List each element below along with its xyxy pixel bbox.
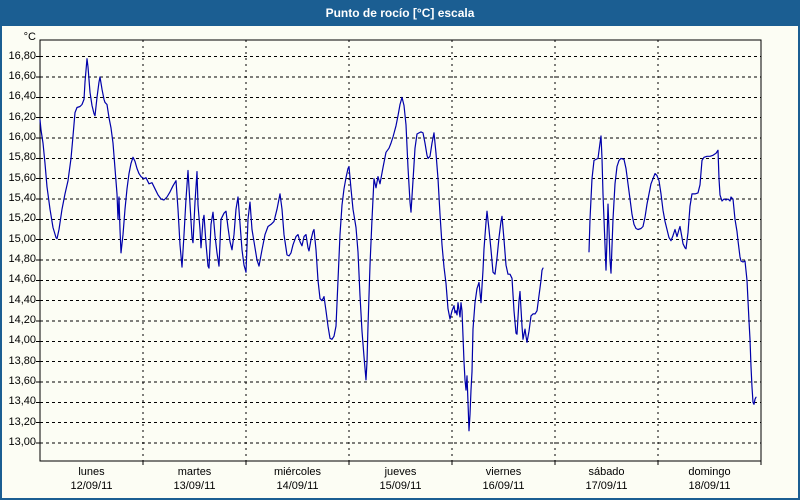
x-axis-day-label: sábado	[588, 466, 625, 478]
x-axis-date-label: 15/09/11	[379, 480, 422, 492]
chart-title: Punto de rocío [°C] escala	[325, 6, 475, 20]
y-axis-tick-label: 16,20	[8, 110, 36, 123]
y-axis-tick-label: 16,80	[8, 49, 36, 62]
y-axis-tick-label: 15,00	[8, 232, 36, 245]
y-axis-tick-label: 13,00	[8, 435, 36, 448]
y-axis-tick-label: 13,60	[8, 374, 36, 387]
y-axis-unit-label: °C	[23, 31, 36, 43]
y-axis-tick-label: 13,80	[8, 354, 36, 367]
y-axis-tick-label: 15,80	[8, 151, 36, 164]
y-axis-tick-label: 15,60	[8, 171, 36, 184]
y-axis-tick-label: 15,40	[8, 192, 36, 204]
x-axis-date-label: 18/09/11	[688, 480, 731, 492]
dew-point-line	[39, 58, 544, 432]
x-axis-day-label: lunes	[78, 466, 105, 478]
x-axis-day-label: martes	[177, 466, 212, 478]
y-axis-tick-label: 16,00	[8, 131, 36, 144]
x-axis-day-label: domingo	[688, 466, 731, 478]
x-axis-date-label: 16/09/11	[482, 480, 525, 492]
x-axis-date-label: 14/09/11	[276, 480, 319, 492]
y-axis-tick-label: 14,00	[8, 334, 36, 347]
y-axis-tick-label: 14,20	[8, 313, 36, 326]
plot-frame	[39, 39, 762, 462]
y-axis-tick-label: 14,40	[8, 293, 36, 306]
x-axis-date-label: 12/09/11	[70, 480, 113, 492]
y-axis-tick-label: 16,40	[8, 90, 36, 103]
y-axis-tick-label: 15,20	[8, 212, 36, 225]
y-axis-tick-label: 14,80	[8, 253, 36, 265]
title-bar: Punto de rocío [°C] escala	[2, 2, 798, 26]
dew-point-line	[588, 135, 757, 405]
x-axis-date-label: 13/09/11	[173, 480, 216, 492]
x-axis-date-label: 17/09/11	[585, 480, 628, 492]
y-axis-tick-label: 16,60	[8, 70, 36, 83]
y-axis-tick-label: 13,40	[8, 395, 36, 408]
x-axis-day-label: miércoles	[273, 466, 322, 478]
y-axis-tick-label: 13,20	[8, 415, 36, 428]
x-axis-day-label: viernes	[485, 466, 522, 478]
y-axis-tick-label: 14,60	[8, 273, 36, 286]
x-axis-day-label: jueves	[384, 466, 417, 478]
